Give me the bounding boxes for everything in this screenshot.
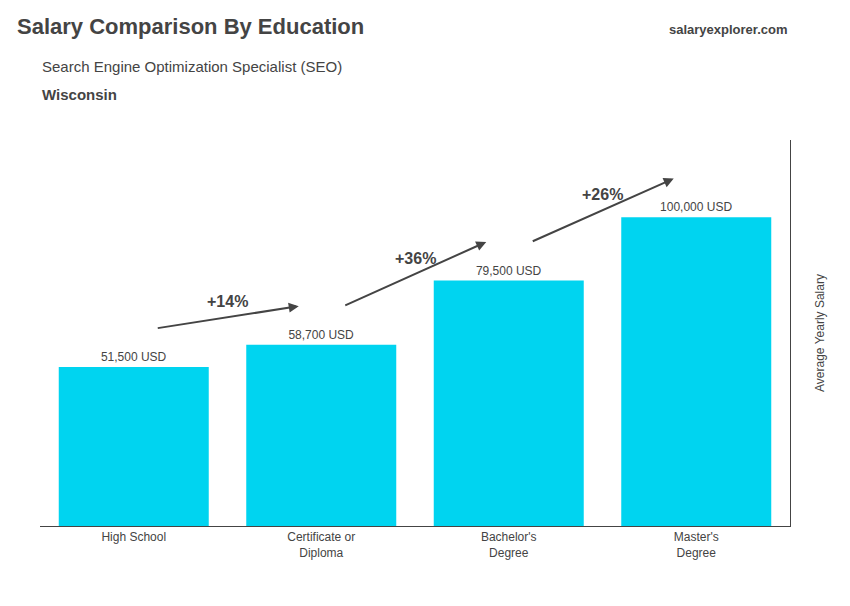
svg-text:salaryexplorer.com: salaryexplorer.com [669, 22, 788, 37]
svg-text:High School: High School [101, 530, 166, 544]
svg-text:58,700 USD: 58,700 USD [288, 328, 354, 342]
svg-text:+26%: +26% [582, 186, 623, 203]
svg-text:Search Engine Optimization Spe: Search Engine Optimization Specialist (S… [42, 58, 342, 75]
svg-text:Wisconsin: Wisconsin [42, 86, 117, 103]
svg-text:+36%: +36% [395, 250, 436, 267]
svg-text:51,500 USD: 51,500 USD [101, 350, 167, 364]
svg-text:Average Yearly Salary: Average Yearly Salary [813, 274, 827, 392]
svg-text:Master'sDegree: Master'sDegree [674, 530, 719, 560]
svg-text:Certificate orDiploma: Certificate orDiploma [287, 530, 355, 560]
svg-text:79,500 USD: 79,500 USD [476, 264, 542, 278]
svg-text:+14%: +14% [207, 293, 248, 310]
svg-text:Salary Comparison By Education: Salary Comparison By Education [17, 14, 364, 39]
svg-text:Bachelor'sDegree: Bachelor'sDegree [481, 530, 537, 560]
svg-text:100,000 USD: 100,000 USD [660, 200, 732, 214]
